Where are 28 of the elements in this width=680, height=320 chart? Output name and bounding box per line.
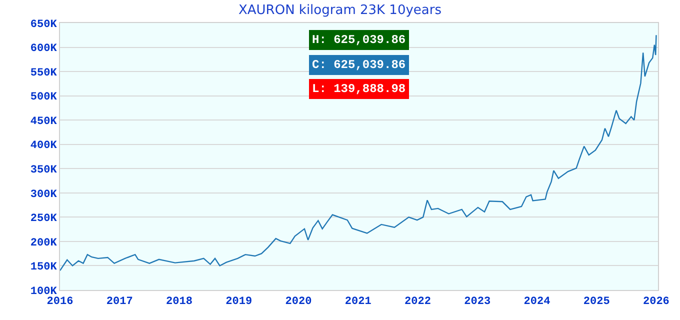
annotation: C: 625,039.86: [312, 58, 406, 72]
x-tick-label: 2018: [166, 296, 193, 308]
y-tick-label: 200K: [30, 237, 58, 250]
line-series: [60, 34, 657, 272]
y-tick-label: 400K: [30, 140, 58, 152]
y-tick-label: 450K: [30, 116, 58, 128]
annotation: H: 625,039.86: [312, 33, 406, 47]
x-tick-label: 2017: [106, 296, 133, 308]
x-tick-label: 2025: [583, 296, 610, 308]
x-tick-label: 2020: [285, 296, 312, 308]
x-tick-label: 2024: [524, 296, 551, 308]
y-tick-label: 300K: [30, 188, 58, 201]
y-tick-label: 150K: [30, 262, 58, 274]
x-tick-label: 2026: [643, 296, 670, 308]
annotation: L: 139,888.98: [312, 82, 406, 96]
x-tick-label: 2019: [226, 296, 252, 308]
y-tick-label: 500K: [30, 92, 58, 104]
y-tick-label: 650K: [30, 18, 58, 31]
x-tick-label: 2023: [464, 296, 491, 308]
x-tick-label: 2022: [404, 296, 431, 308]
x-tick-label: 2016: [46, 296, 74, 308]
y-tick-label: 250K: [30, 213, 58, 226]
y-tick-label: 100K: [30, 286, 58, 298]
y-tick-label: 550K: [30, 67, 58, 80]
y-tick-label: 350K: [30, 164, 58, 176]
x-tick-label: 2021: [344, 296, 372, 308]
y-tick-label: 600K: [30, 43, 58, 56]
chart-title: XAURON kilogram 23K 10years: [238, 2, 442, 18]
